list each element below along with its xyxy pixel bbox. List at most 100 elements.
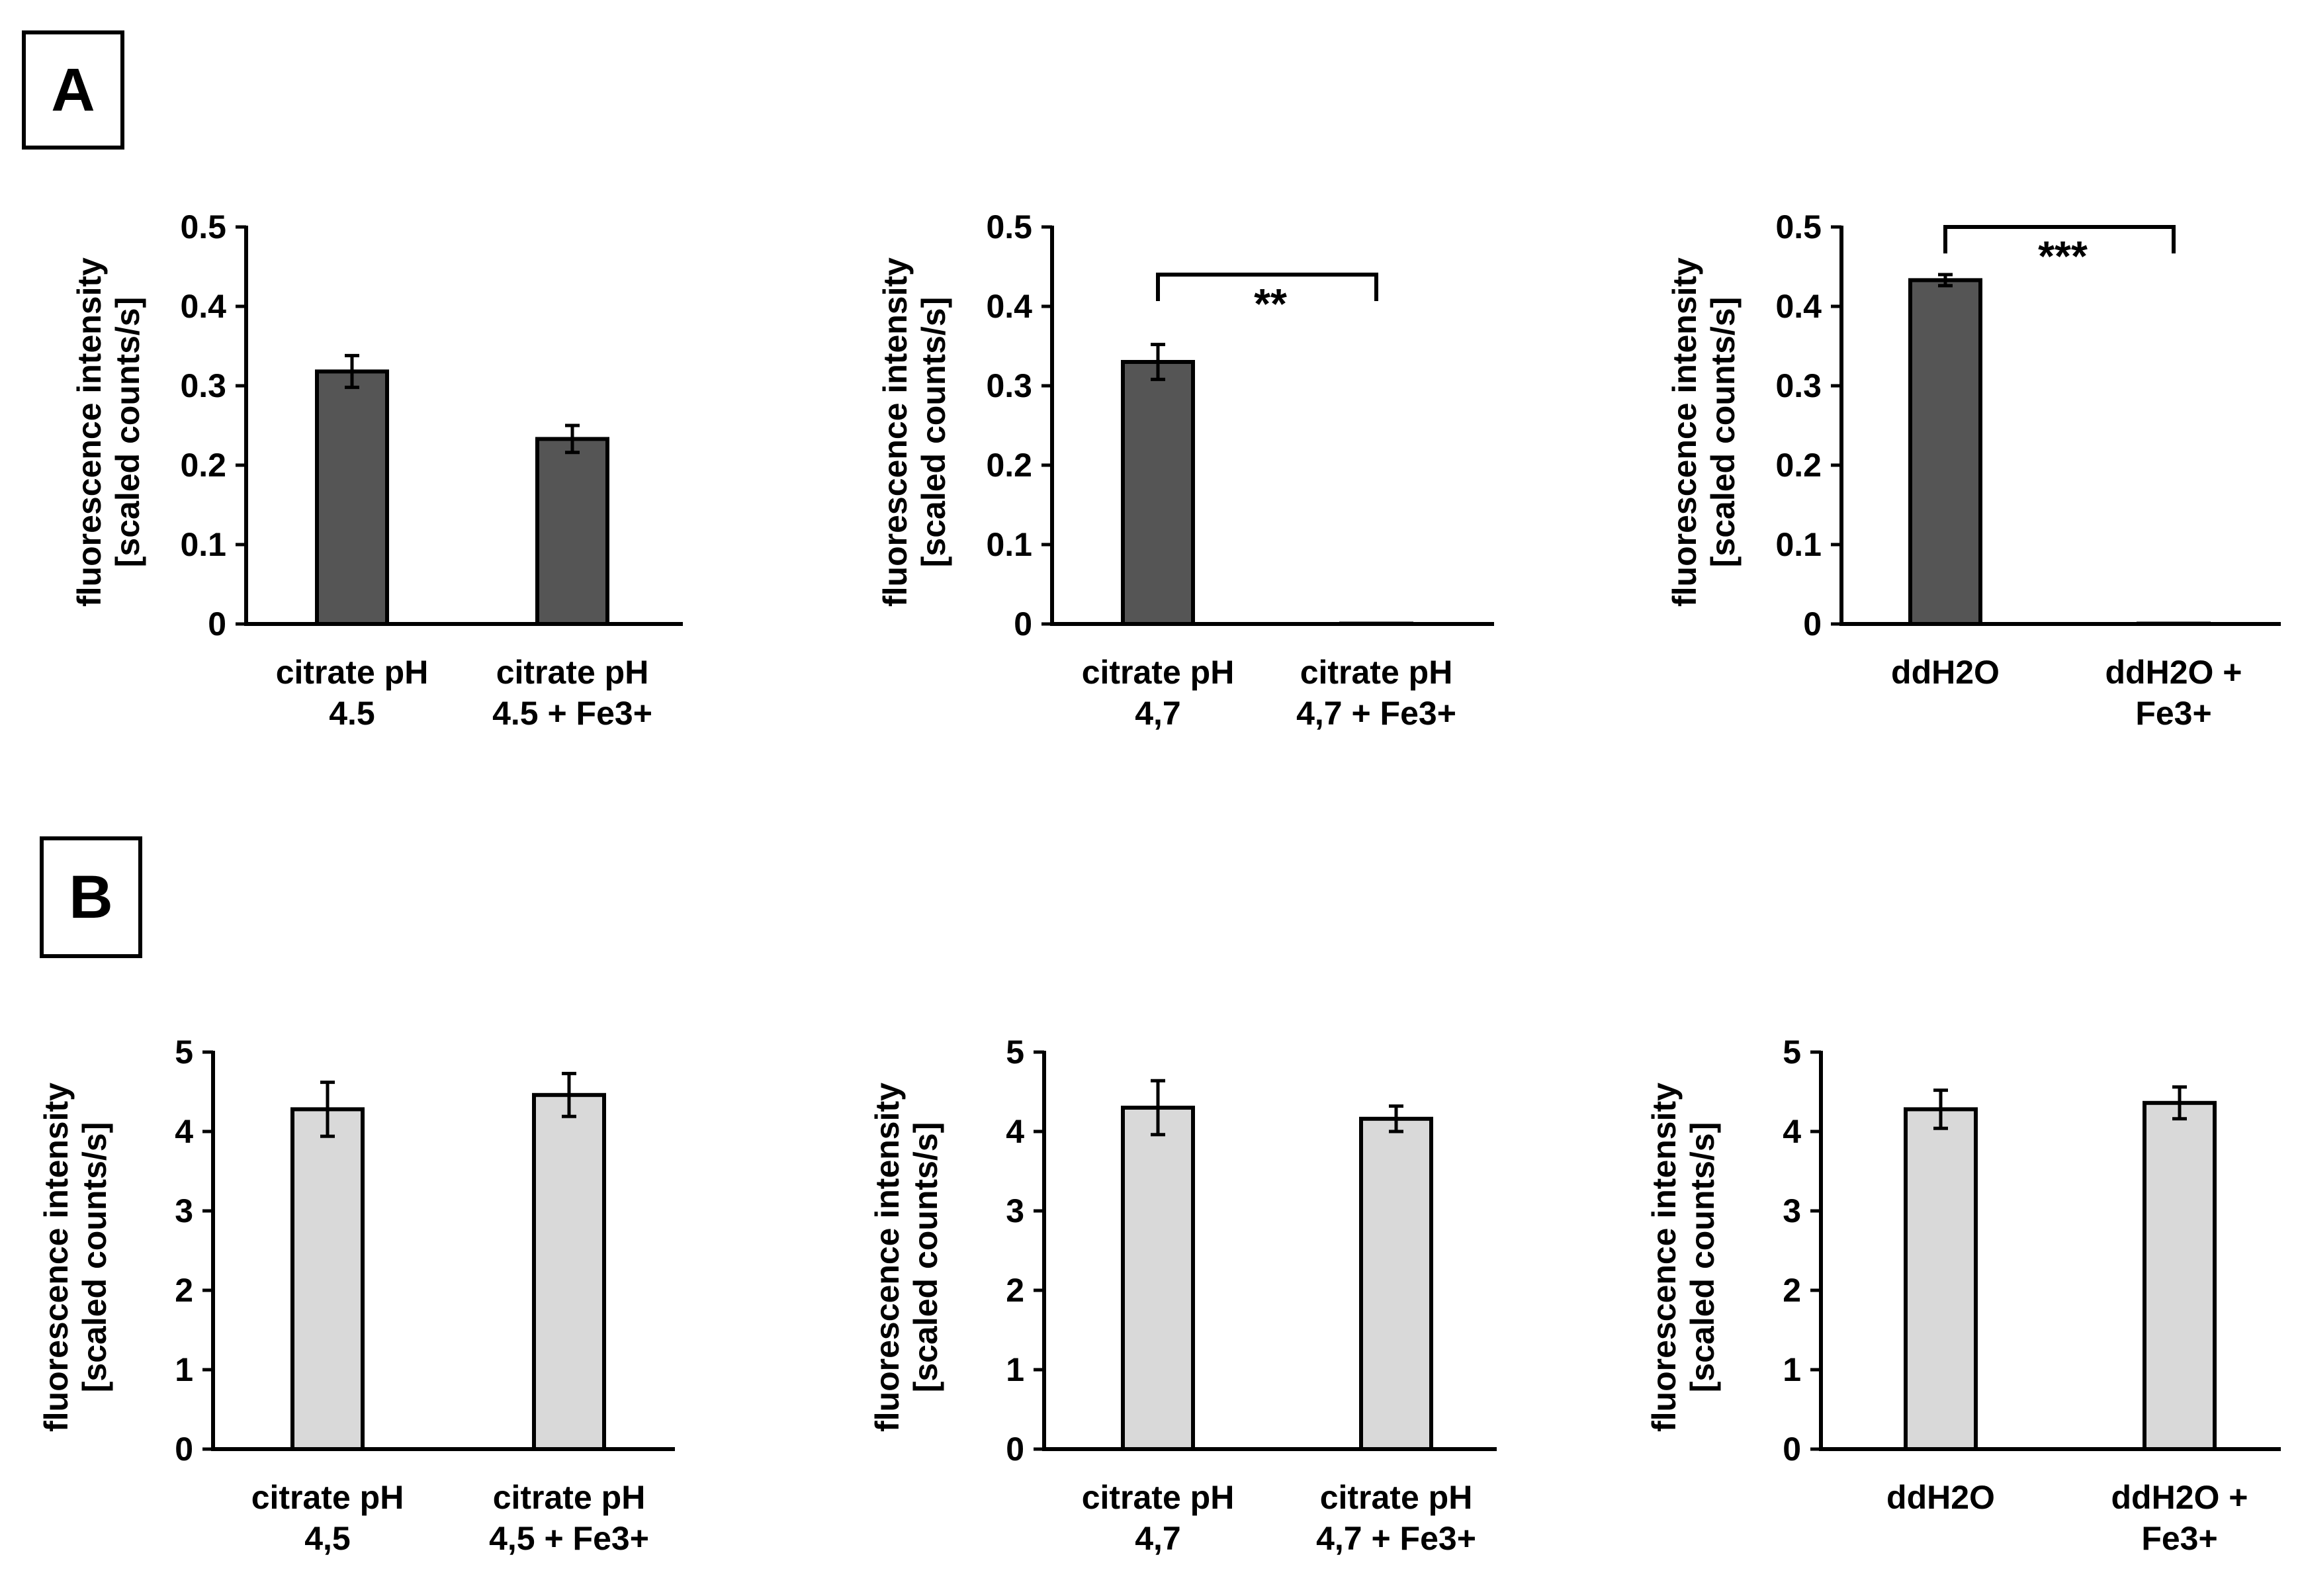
category-label: citrate pH 4,5 + Fe3+ xyxy=(489,1479,649,1557)
category-label: citrate pH 4,7 + Fe3+ xyxy=(1316,1479,1476,1557)
y-tick-label: 4 xyxy=(175,1113,193,1150)
y-tick-label: 3 xyxy=(1783,1192,1801,1229)
y-axis-title-line: fluorescence intensity xyxy=(869,1083,906,1432)
y-tick-label: 3 xyxy=(1006,1192,1024,1229)
bar xyxy=(1359,1116,1433,1452)
y-axis-title-line: [scaled counts/s] xyxy=(109,297,146,567)
y-axis-title-line: [scaled counts/s] xyxy=(76,1122,113,1392)
y-axis-title: fluorescence intensity[scaled counts/s] xyxy=(1646,1083,1721,1432)
category-label-line: citrate pH xyxy=(1082,654,1235,691)
significance-label: *** xyxy=(2038,232,2088,280)
category-label-line: 4,5 xyxy=(304,1520,351,1557)
category-label: ddH2O xyxy=(1886,1479,1995,1516)
category-label-line: citrate pH xyxy=(276,654,429,691)
category-label: ddH2O xyxy=(1891,654,2000,691)
panel-label-b: B xyxy=(40,836,142,958)
y-tick-label: 0.5 xyxy=(180,208,226,245)
category-label-line: 4,7 + Fe3+ xyxy=(1296,695,1456,732)
y-axis-title-line: [scaled counts/s] xyxy=(1704,297,1742,567)
category-label: citrate pH 4.5 xyxy=(276,654,429,732)
bar xyxy=(2143,1100,2217,1452)
significance-bracket xyxy=(1156,273,1378,301)
y-tick-label: 0 xyxy=(1803,605,1822,643)
y-tick-label: 0.5 xyxy=(1775,208,1822,245)
y-tick-label: 5 xyxy=(1006,1034,1024,1071)
bar xyxy=(290,1107,365,1451)
category-label-line: ddH2O xyxy=(1886,1479,1995,1516)
y-axis-title: fluorescence intensity[scaled counts/s] xyxy=(71,257,146,607)
y-tick-label: 4 xyxy=(1783,1113,1801,1150)
y-tick-label: 0.4 xyxy=(180,288,226,325)
category-label-line: citrate pH xyxy=(251,1479,404,1516)
y-tick-label: 1 xyxy=(1783,1351,1801,1388)
y-axis-title: fluorescence intensity[scaled counts/s] xyxy=(1666,257,1742,607)
y-tick-label: 0.1 xyxy=(180,526,226,563)
bar xyxy=(532,1092,606,1452)
bar xyxy=(1339,621,1413,626)
y-tick-label: 3 xyxy=(175,1192,193,1229)
y-axis-title-line: fluorescence intensity xyxy=(877,257,914,607)
y-tick-label: 0.3 xyxy=(180,367,226,404)
category-label-line: citrate pH xyxy=(1300,654,1453,691)
bar xyxy=(2137,621,2211,626)
category-label-line: ddH2O xyxy=(1891,654,2000,691)
y-axis-title-line: [scaled counts/s] xyxy=(907,1122,944,1392)
significance-bracket xyxy=(1943,225,2176,253)
chart-1: 0 0.1 0.2 0.3 0.4 0.5 fluorescence intensity[s… xyxy=(71,208,683,732)
y-axis-title-line: fluorescence intensity xyxy=(71,257,108,607)
category-label-line: ddH2O + xyxy=(2111,1479,2248,1516)
category-label-line: citrate pH xyxy=(1082,1479,1235,1516)
category-label: citrate pH 4,7 xyxy=(1082,654,1235,732)
y-tick-label: 5 xyxy=(175,1034,193,1071)
y-axis-title-line: [scaled counts/s] xyxy=(915,297,952,567)
y-tick-label: 0.2 xyxy=(180,447,226,484)
chart-2: 0 0.1 0.2 0.3 0.4 0.5 fluorescence intensity[s… xyxy=(877,208,1494,732)
y-tick-label: 0.3 xyxy=(1775,367,1822,404)
category-label-line: 4.5 + Fe3+ xyxy=(492,695,652,732)
category-label-line: 4.5 xyxy=(329,695,375,732)
bar xyxy=(1121,1106,1195,1451)
category-label: ddH2O + Fe3+ xyxy=(2105,654,2242,732)
y-tick-label: 0.5 xyxy=(986,208,1032,245)
y-tick-label: 4 xyxy=(1006,1113,1024,1150)
category-label-line: 4,5 + Fe3+ xyxy=(489,1520,649,1557)
significance-label: ** xyxy=(1254,280,1287,328)
category-label-line: citrate pH xyxy=(1320,1479,1473,1516)
bar xyxy=(315,369,389,627)
bar xyxy=(1908,278,1982,626)
y-tick-label: 0.4 xyxy=(986,288,1032,325)
y-tick-label: 2 xyxy=(1006,1272,1024,1309)
y-tick-label: 0.3 xyxy=(986,367,1032,404)
category-label-line: 4,7 xyxy=(1135,695,1181,732)
y-tick-label: 0 xyxy=(1006,1431,1024,1468)
bar xyxy=(1121,360,1195,626)
y-axis-title-line: [scaled counts/s] xyxy=(1684,1122,1721,1392)
category-label-line: citrate pH xyxy=(493,1479,646,1516)
chart-6: 0 1 2 3 4 5 fluorescence intensity[scaled coun… xyxy=(1646,1034,2281,1557)
bar xyxy=(535,437,609,627)
chart-5: 0 1 2 3 4 5 fluorescence intensity[scaled coun… xyxy=(869,1034,1497,1557)
y-axis-title: fluorescence intensity[scaled counts/s] xyxy=(877,257,952,607)
category-label-line: Fe3+ xyxy=(2141,1520,2217,1557)
y-tick-label: 2 xyxy=(1783,1272,1801,1309)
y-axis-title: fluorescence intensity[scaled counts/s] xyxy=(869,1083,944,1432)
category-label: citrate pH 4.5 + Fe3+ xyxy=(492,654,652,732)
y-tick-label: 0.1 xyxy=(1775,526,1822,563)
y-tick-label: 0.4 xyxy=(1775,288,1822,325)
y-tick-label: 2 xyxy=(175,1272,193,1309)
y-tick-label: 5 xyxy=(1783,1034,1801,1071)
category-label-line: 4,7 xyxy=(1135,1520,1181,1557)
y-tick-label: 0 xyxy=(1014,605,1032,643)
y-axis-title: fluorescence intensity[scaled counts/s] xyxy=(38,1083,113,1432)
category-label-line: Fe3+ xyxy=(2135,695,2211,732)
y-tick-label: 0.2 xyxy=(1775,447,1822,484)
y-tick-label: 1 xyxy=(1006,1351,1024,1388)
category-label: citrate pH 4,7 xyxy=(1082,1479,1235,1557)
y-tick-label: 0.1 xyxy=(986,526,1032,563)
y-tick-label: 1 xyxy=(175,1351,193,1388)
category-label: citrate pH 4,5 xyxy=(251,1479,404,1557)
panel-label-a: A xyxy=(22,30,124,150)
category-label: ddH2O + Fe3+ xyxy=(2111,1479,2248,1557)
y-tick-label: 0 xyxy=(175,1431,193,1468)
